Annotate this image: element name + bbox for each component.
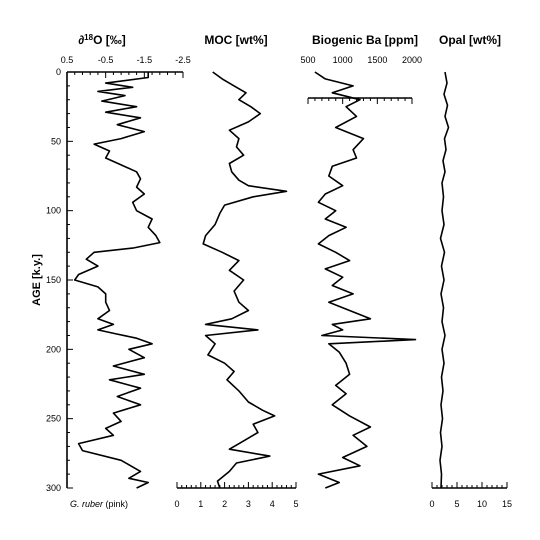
d18o-x-tick-label: -0.5 [98,55,114,65]
ba-x-tick-label: 2000 [402,55,422,65]
age-tick-label: 200 [46,344,61,354]
age-axis-label: AGE [k.y.] [31,254,43,306]
age-tick-label: 50 [51,136,61,146]
ba-panel-title: Biogenic Ba [ppm] [312,33,418,47]
opal-x-tick-label: 0 [429,499,434,509]
moc-series-line [202,71,288,489]
age-tick-label: 150 [46,275,61,285]
age-tick-label: 250 [46,414,61,424]
opal-x-tick-label: 5 [454,499,459,509]
d18o-series-line [73,72,161,489]
age-tick-label: 300 [46,483,61,493]
moc-panel-title: MOC [wt%] [204,33,267,47]
d18o-x-tick-label: -2.5 [175,55,191,65]
opal-panel-title: Opal [wt%] [439,33,501,47]
age-tick-label: 100 [46,206,61,216]
opal-series-line [439,71,450,489]
d18o-x-tick-label: 0.5 [61,55,74,65]
moc-x-tick-label: 1 [198,499,203,509]
ba-series-line [314,71,417,489]
moc-x-tick-label: 2 [222,499,227,509]
opal-x-tick-label: 15 [502,499,512,509]
opal-x-tick-label: 10 [477,499,487,509]
d18o-species-note: G. ruber (pink) [70,499,128,509]
ba-x-tick-label: 1500 [367,55,387,65]
age-tick-label: 0 [56,67,61,77]
ba-x-tick-label: 1000 [333,55,353,65]
d18o-x-tick-label: -1.5 [137,55,153,65]
d18o-panel-title: ∂18O [‰] [78,33,126,48]
moc-x-tick-label: 3 [246,499,251,509]
ba-x-tick-label: 500 [300,55,315,65]
moc-x-tick-label: 4 [270,499,275,509]
moc-x-tick-label: 5 [293,499,298,509]
moc-x-tick-label: 0 [174,499,179,509]
